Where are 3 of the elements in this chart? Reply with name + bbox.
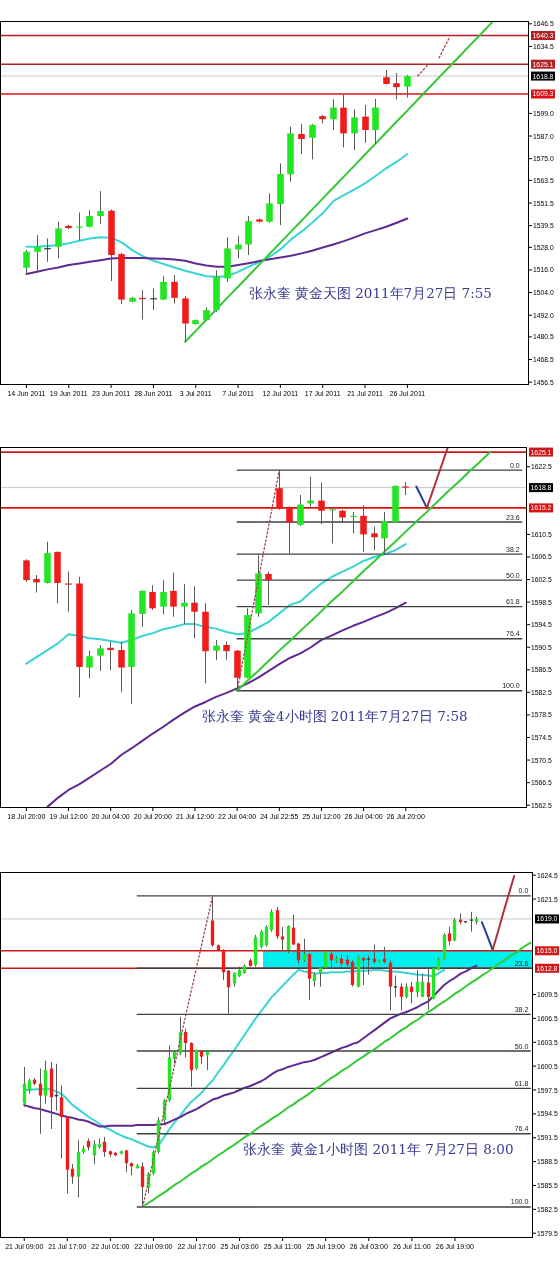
- title: 张永奎 黄金1小时图 2011年 7月27日 8:00: [243, 1140, 514, 1157]
- title: 张永奎 黄金天图 2011年7月27日 7:55: [248, 284, 492, 301]
- title: 张永奎 黄金4小时图 2011年7月27日 7:58: [201, 708, 468, 725]
